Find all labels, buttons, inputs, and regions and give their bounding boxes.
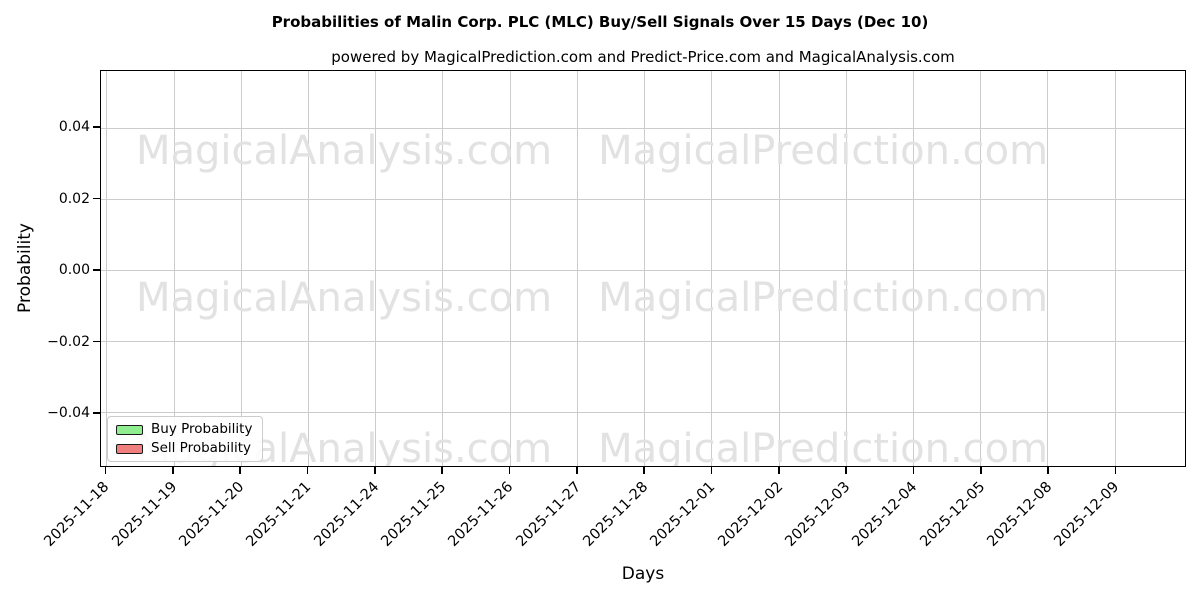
y-gridline [101, 127, 1185, 129]
y-tick-label: 0.02 [58, 190, 90, 207]
x-gridline [576, 71, 578, 466]
watermark-text: MagicalAnalysis.com [136, 128, 553, 174]
x-tick-mark [912, 467, 915, 474]
y-gridline [101, 341, 1185, 343]
y-tick-label: 0.04 [58, 119, 90, 136]
y-tick-label: −0.02 [47, 333, 90, 350]
x-gridline [173, 71, 175, 466]
x-tick-mark [441, 467, 443, 474]
x-gridline [912, 71, 914, 466]
x-tick-mark [508, 467, 511, 474]
y-gridline [101, 412, 1185, 414]
x-gridline [778, 71, 780, 466]
chart-subtitle: powered by MagicalPrediction.com and Pre… [331, 48, 955, 66]
legend-label-sell: Sell Probability [151, 440, 252, 456]
y-gridline [101, 270, 1185, 272]
x-tick-mark [575, 467, 578, 474]
y-axis-label: Probability [15, 223, 35, 313]
x-tick-mark [643, 467, 645, 474]
watermark-row: MagicalAnalysis.com MagicalPrediction.com [101, 426, 1185, 466]
watermark-row: MagicalAnalysis.com MagicalPrediction.com [101, 128, 1185, 174]
x-tick-mark [1047, 467, 1049, 474]
x-gridline [711, 71, 713, 466]
y-tick-label: 0.00 [58, 262, 90, 279]
x-tick-mark [306, 467, 309, 474]
x-axis-label: Days [621, 564, 665, 584]
legend-item-buy: Buy Probability [116, 422, 252, 437]
x-tick-mark [979, 467, 982, 474]
y-tick-mark [93, 340, 100, 343]
y-tick-mark [93, 269, 100, 271]
x-tick-mark [171, 467, 174, 474]
watermark-row: MagicalAnalysis.com MagicalPrediction.com [101, 275, 1185, 321]
x-gridline [442, 71, 444, 466]
x-tick-mark [104, 467, 107, 474]
legend-item-sell: Sell Probability [116, 441, 252, 456]
sell-probability-swatch [116, 443, 143, 454]
x-tick-mark [239, 467, 241, 474]
buy-probability-swatch [116, 424, 143, 435]
x-tick-mark [845, 467, 847, 474]
chart-title: Probabilities of Malin Corp. PLC (MLC) B… [271, 13, 929, 31]
x-tick-mark [1114, 467, 1117, 474]
x-gridline [980, 71, 982, 466]
y-tick-mark [93, 412, 100, 414]
x-gridline [1047, 71, 1049, 466]
x-gridline [375, 71, 377, 466]
x-gridline [1114, 71, 1116, 466]
legend: Buy Probability Sell Probability [107, 416, 264, 462]
x-gridline [308, 71, 310, 466]
x-gridline [509, 71, 511, 466]
x-gridline [240, 71, 242, 466]
x-tick-mark [777, 467, 780, 474]
x-tick-label: 2025-11-18 [41, 479, 113, 550]
watermark-text: MagicalAnalysis.com [136, 275, 553, 321]
x-tick-mark [373, 467, 376, 474]
y-tick-mark [93, 197, 100, 200]
x-gridline [644, 71, 646, 466]
x-tick-mark [710, 467, 713, 474]
y-tick-label: −0.04 [47, 405, 90, 421]
legend-label-buy: Buy Probability [151, 421, 253, 437]
y-tick-mark [93, 126, 100, 128]
x-gridline [845, 71, 847, 466]
x-gridline [106, 71, 108, 466]
y-gridline [101, 198, 1185, 200]
plot-area: MagicalAnalysis.com MagicalPrediction.com… [100, 70, 1186, 467]
